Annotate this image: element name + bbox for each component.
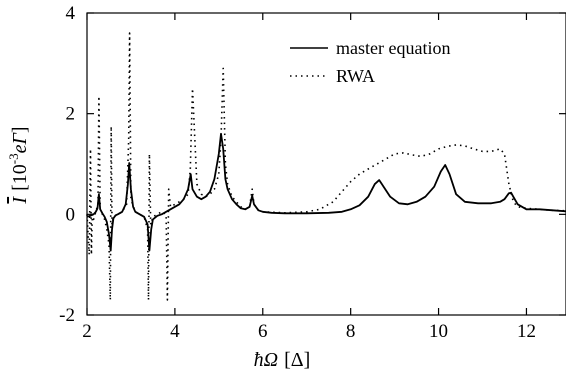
x-tick-label-1: 4 bbox=[170, 321, 180, 342]
tick-labels: 2 4 6 8 10 12 -2 0 2 4 bbox=[59, 3, 536, 342]
y-axis-label: I [10-3eΓ] bbox=[6, 126, 31, 204]
y-tick-label-2: 2 bbox=[66, 104, 76, 125]
series-line-master-equation bbox=[86, 132, 566, 252]
plot-frame bbox=[86, 12, 566, 316]
y-tick-label-3: 4 bbox=[66, 3, 76, 24]
x-axis-symbol: ħΩ bbox=[254, 349, 278, 371]
y-axis-exponent: -3 bbox=[6, 153, 21, 164]
legend: master equation RWA bbox=[290, 38, 450, 86]
x-tick-label-4: 10 bbox=[429, 321, 448, 342]
y-tick-label-1: 0 bbox=[66, 204, 76, 225]
x-axis-unit: [Δ] bbox=[284, 349, 310, 371]
y-tick-label-0: -2 bbox=[59, 305, 75, 326]
x-tick-label-3: 8 bbox=[346, 321, 356, 342]
y-axis-open: [10 bbox=[9, 164, 31, 191]
x-tick-label-2: 6 bbox=[258, 321, 268, 342]
series-group bbox=[86, 32, 566, 301]
legend-label-rwa: RWA bbox=[336, 66, 375, 86]
y-axis-symbol: I bbox=[9, 196, 31, 205]
axis-ticks bbox=[86, 12, 566, 316]
y-axis-unit: eΓ bbox=[9, 131, 31, 153]
x-tick-label-5: 12 bbox=[517, 321, 536, 342]
x-tick-label-0: 2 bbox=[82, 321, 92, 342]
svg-text:I[10-3eΓ]: I [10-3eΓ] bbox=[6, 126, 31, 204]
y-axis-close: ] bbox=[9, 126, 31, 133]
legend-label-master-equation: master equation bbox=[336, 38, 450, 58]
x-axis-label: ħΩ [Δ] bbox=[254, 349, 311, 371]
series-line-rwa bbox=[86, 32, 566, 301]
